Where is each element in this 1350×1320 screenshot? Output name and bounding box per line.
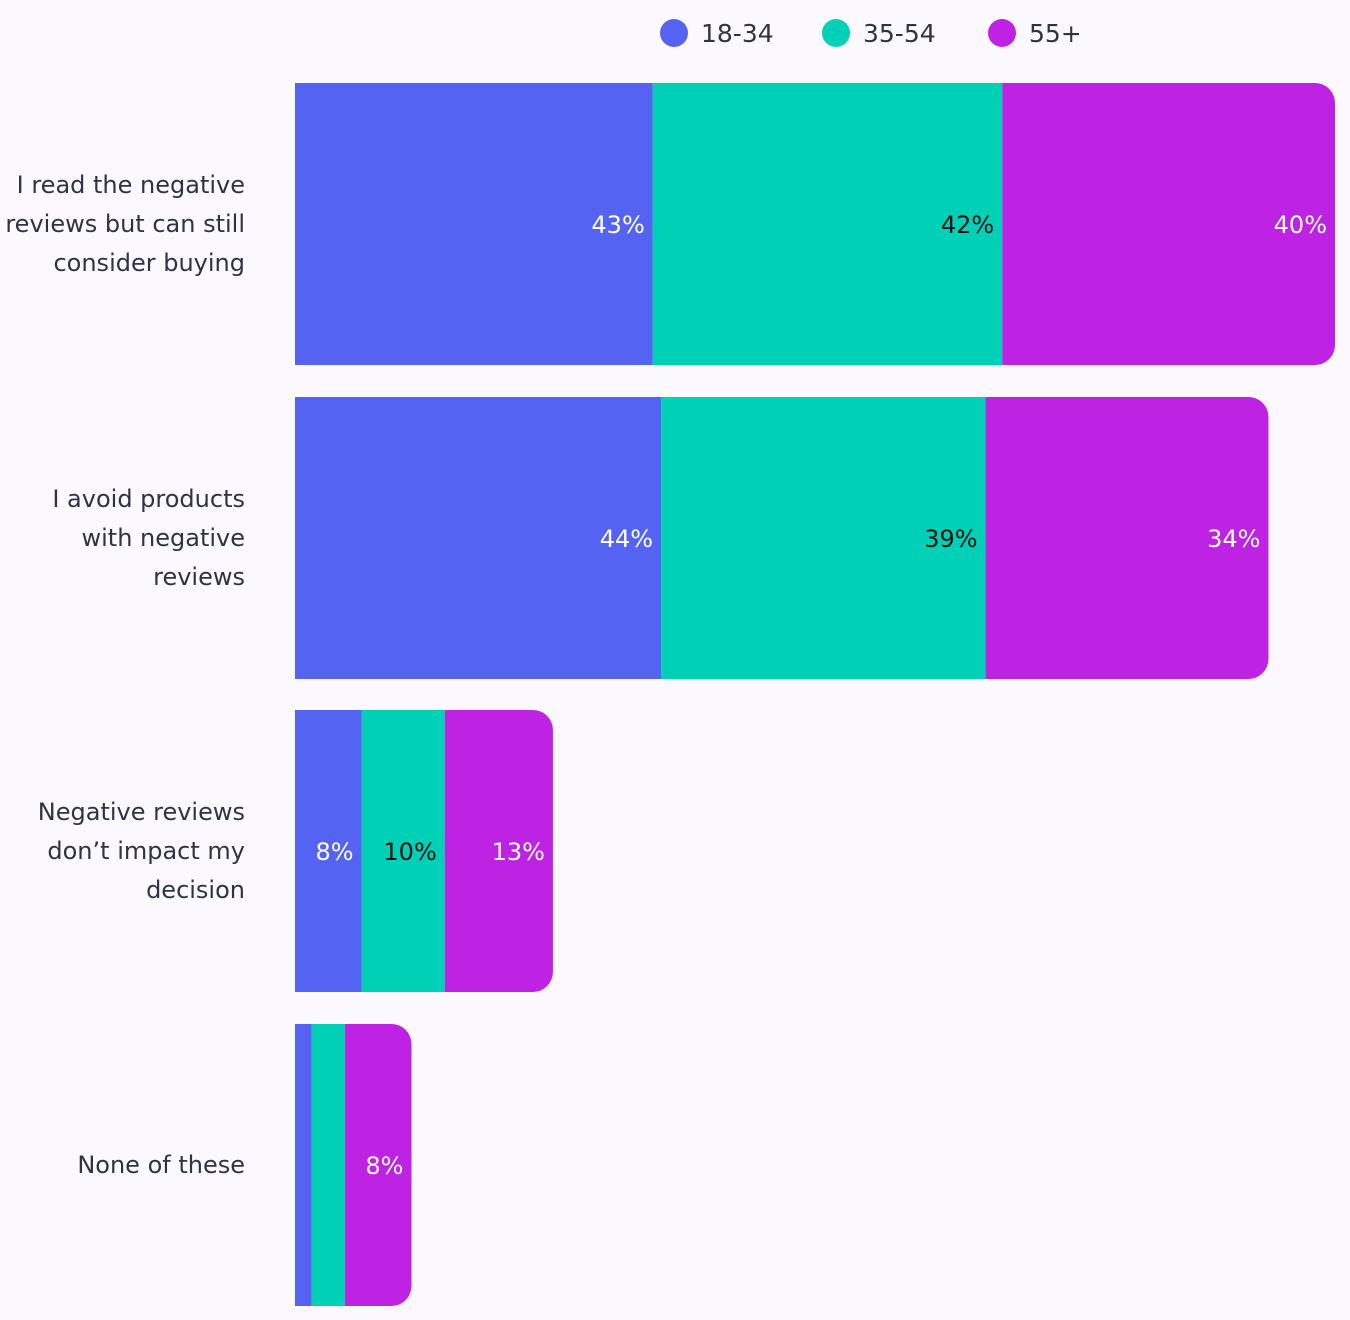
data-label-55+-0: 40%	[1274, 211, 1327, 239]
legend-swatch-55+	[988, 19, 1016, 47]
category-labels: I read the negative reviews but can still…	[5, 171, 245, 1179]
bar-35-54-1	[661, 397, 986, 679]
data-label-35-54-0: 42%	[941, 211, 994, 239]
bar-18-34-1	[295, 397, 662, 679]
legend: 18-34 35-54 55+	[660, 19, 1082, 48]
data-label-18-34-0: 43%	[591, 211, 644, 239]
data-label-55+-1: 34%	[1207, 525, 1260, 553]
legend-label-35-54: 35-54	[863, 19, 936, 48]
bar-35-54-3	[311, 1024, 345, 1306]
bar-35-54-2	[361, 710, 445, 992]
bar-55+-3	[344, 1024, 412, 1306]
legend-label-18-34: 18-34	[701, 19, 774, 48]
data-label-55+-3: 8%	[365, 1152, 403, 1180]
category-label-0: I read the negative reviews but can still…	[5, 171, 245, 277]
bar-35-54-0	[652, 83, 1003, 365]
bar-55+-1	[985, 397, 1269, 679]
data-label-55+-2: 13%	[492, 838, 545, 866]
category-label-1: I avoid products with negative reviews	[52, 485, 245, 591]
data-label-35-54-1: 39%	[924, 525, 977, 553]
legend-swatch-35-54	[822, 19, 850, 47]
data-label-18-34-2: 8%	[315, 838, 353, 866]
data-label-35-54-2: 10%	[383, 838, 436, 866]
bar-18-34-2	[295, 710, 362, 992]
bars: 43% 42% 40% 44% 39% 34% 8% 10% 13% 8%	[295, 83, 1335, 1306]
bar-18-34-0	[295, 83, 653, 365]
data-label-18-34-1: 44%	[600, 525, 653, 553]
bar-55+-2	[444, 710, 553, 992]
bar-18-34-3	[295, 1024, 312, 1306]
category-label-2: Negative reviews don’t impact my decision	[38, 798, 245, 904]
legend-swatch-18-34	[660, 19, 688, 47]
legend-label-55+: 55+	[1029, 19, 1082, 48]
category-label-3: None of these	[77, 1151, 245, 1179]
bar-55+-0	[1002, 83, 1335, 365]
